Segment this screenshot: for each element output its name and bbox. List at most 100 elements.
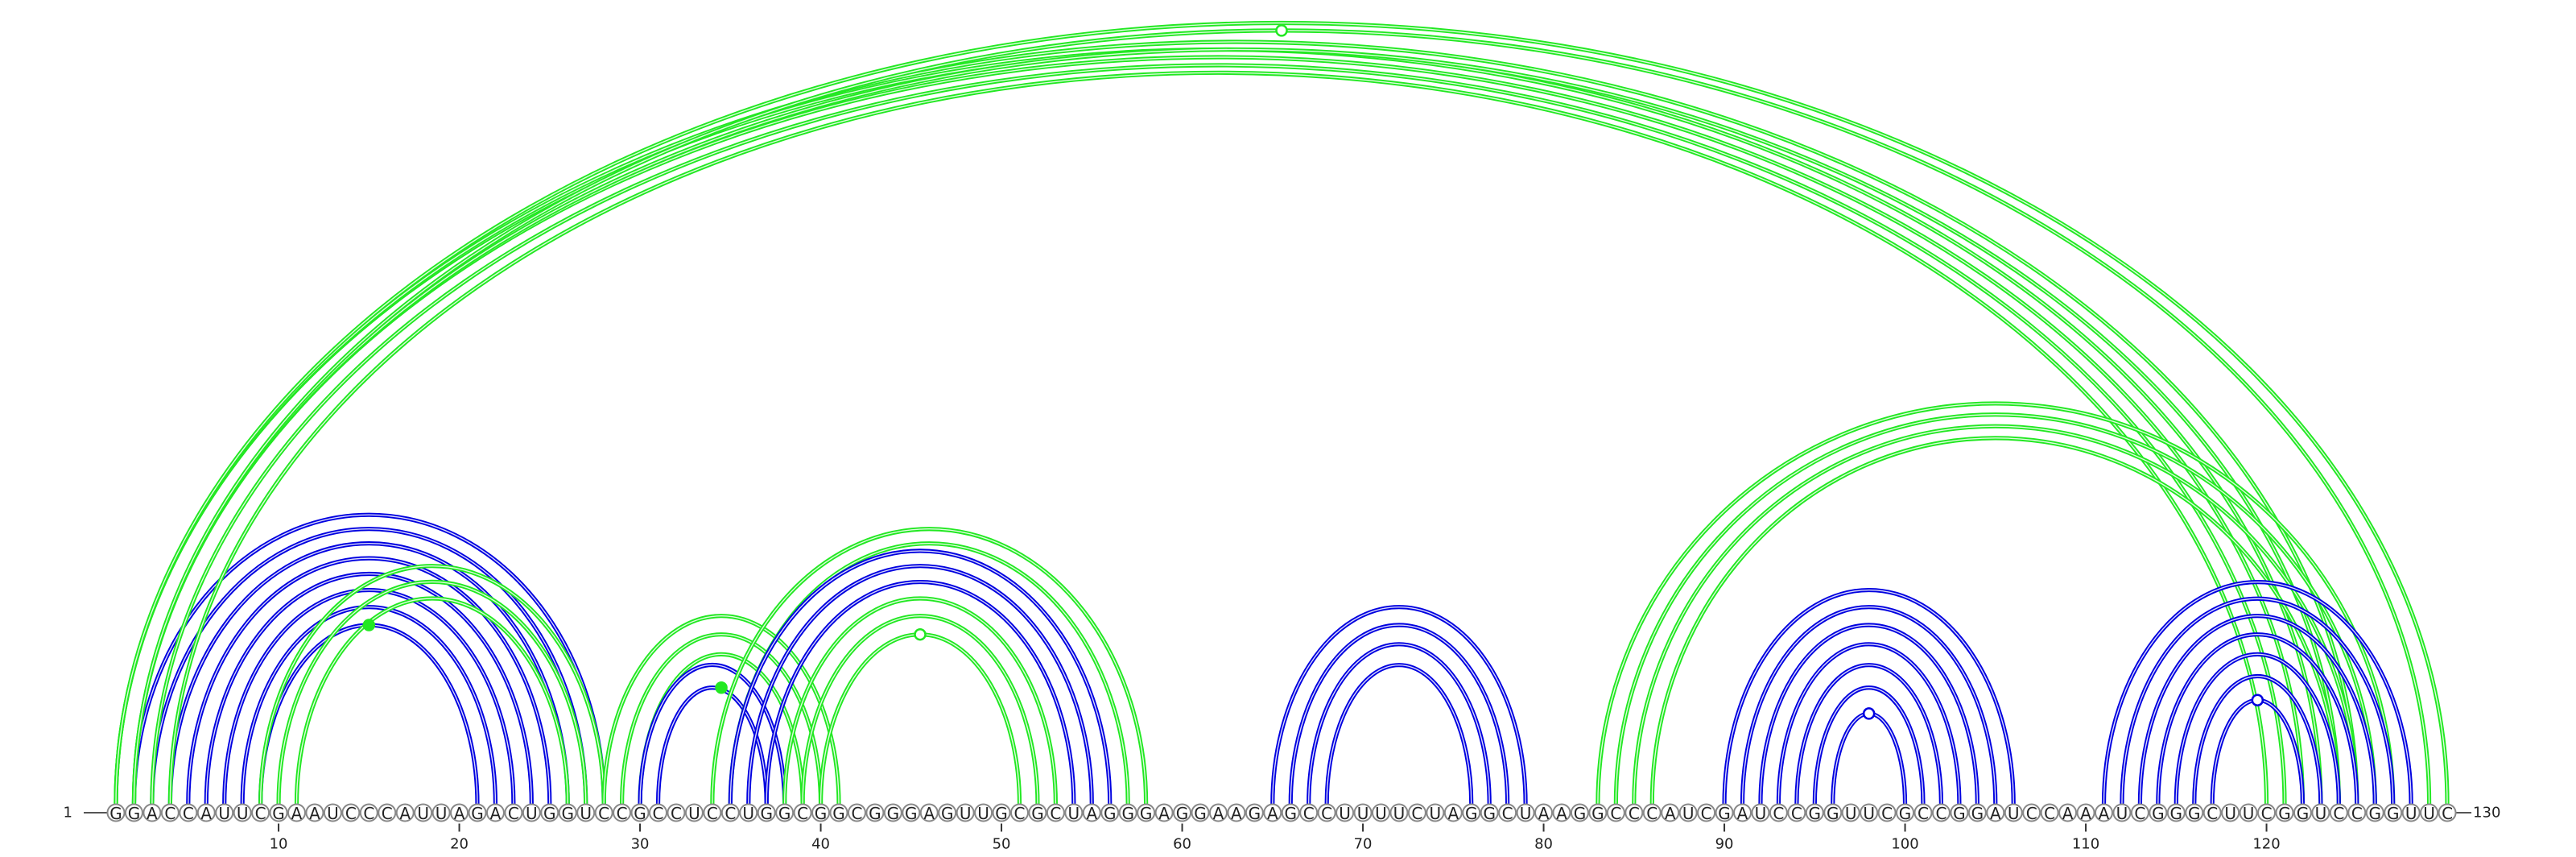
nucleotide-circle-111: [2095, 803, 2113, 822]
nucleotide-37: G: [757, 803, 776, 823]
nucleotide-circle-77: [1480, 803, 1499, 822]
arc-inner-28-41: [603, 615, 840, 805]
nucleotide-circle-21: [468, 803, 487, 822]
nucleotide-letter-116: G: [2188, 804, 2201, 823]
nucleotide-39: C: [793, 803, 812, 823]
nucleotide-circle-20: [450, 803, 469, 822]
nucleotide-letter-24: U: [526, 804, 538, 823]
nucleotide-9: C: [251, 803, 270, 823]
arc-inner-5-25: [188, 557, 551, 805]
nucleotide-letter-31: C: [653, 804, 664, 823]
nucleotide-88: U: [1678, 803, 1698, 823]
arc-inner-29-40: [621, 634, 822, 805]
arc-67-77: [1307, 642, 1492, 805]
nucleotide-letter-115: G: [2170, 804, 2183, 823]
nucleotide-letter-122: G: [2297, 804, 2310, 823]
nucleotide-circle-113: [2130, 803, 2149, 822]
nucleotide-letter-93: C: [1773, 804, 1784, 823]
nucleotide-circle-3: [142, 803, 162, 822]
nucleotide-38: G: [775, 803, 795, 823]
nucleotide-circle-108: [2040, 803, 2059, 822]
nucleotide-letter-33: U: [688, 804, 700, 823]
nucleotide-letter-81: A: [1556, 804, 1567, 823]
nucleotide-letter-45: G: [905, 804, 918, 823]
nucleotide-letter-83: G: [1591, 804, 1604, 823]
nucleotide-40: G: [811, 803, 831, 823]
nucleotide-letter-106: U: [2008, 804, 2020, 823]
nucleotide-letter-13: U: [327, 804, 339, 823]
nucleotide-48: U: [956, 803, 975, 823]
nucleotide-letter-20: A: [454, 804, 465, 823]
nucleotide-circle-83: [1588, 803, 1608, 822]
nucleotide-circle-82: [1570, 803, 1589, 822]
nucleotide-115: G: [2166, 803, 2186, 823]
nucleotide-letter-61: G: [1194, 804, 1207, 823]
nucleotide-letter-32: C: [671, 804, 682, 823]
nucleotide-57: G: [1118, 803, 1137, 823]
nucleotide-107: C: [2022, 803, 2041, 823]
nucleotide-letter-91: A: [1737, 804, 1748, 823]
nucleotide-65: A: [1263, 803, 1282, 823]
nucleotide-circle-115: [2166, 803, 2186, 822]
nucleotide-79: U: [1516, 803, 1535, 823]
nucleotide-circle-49: [974, 803, 993, 822]
nucleotide-letter-46: A: [923, 804, 935, 823]
nucleotide-letter-6: A: [200, 804, 212, 823]
nucleotide-20: A: [450, 803, 469, 823]
arc-90-106: [1722, 587, 2016, 805]
nucleotide-105: A: [1986, 803, 2005, 823]
nucleotide-circle-15: [359, 803, 378, 822]
nucleotide-letter-18: U: [417, 804, 429, 823]
nucleotide-letter-86: C: [1646, 804, 1657, 823]
arc-95-101: [1812, 685, 1926, 805]
arc-inner-2-28: [133, 514, 605, 805]
nucleotide-125: C: [2347, 803, 2367, 823]
nucleotide-4: C: [160, 803, 180, 823]
nucleotide-letter-100: G: [1899, 804, 1912, 823]
arc-inner-9-28: [259, 565, 605, 805]
nucleotide-letter-26: G: [562, 804, 575, 823]
nucleotide-81: A: [1552, 803, 1571, 823]
nucleotide-128: U: [2401, 803, 2421, 823]
nucleotide-75: A: [1443, 803, 1463, 823]
arc-inner-113-126: [2139, 615, 2376, 805]
arc-inner-84-126: [1615, 414, 2376, 805]
nucleotide-89: C: [1697, 803, 1716, 823]
nucleotide-28: C: [594, 803, 613, 823]
nucleotide-letter-99: C: [1881, 804, 1893, 823]
nucleotide-15: C: [359, 803, 378, 823]
nucleotide-letter-123: U: [2315, 804, 2327, 823]
nucleotide-74: U: [1426, 803, 1445, 823]
nucleotide-letter-76: G: [1465, 804, 1478, 823]
nucleotide-91: A: [1733, 803, 1752, 823]
nucleotide-46: A: [919, 803, 939, 823]
nucleotide-23: C: [504, 803, 523, 823]
nucleotide-49: U: [974, 803, 993, 823]
nucleotide-circle-121: [2275, 803, 2294, 822]
nucleotide-76: G: [1462, 803, 1481, 823]
nucleotide-73: C: [1407, 803, 1426, 823]
nucleotide-99: C: [1877, 803, 1897, 823]
nucleotide-circle-102: [1931, 803, 1951, 822]
nucleotide-circle-84: [1606, 803, 1625, 822]
nucleotide-circle-2: [124, 803, 143, 822]
nucleotide-circle-88: [1678, 803, 1698, 822]
nucleotide-circle-6: [196, 803, 216, 822]
arc-inner-94-102: [1796, 664, 1942, 805]
nucleotide-circle-14: [341, 803, 361, 822]
nucleotide-87: A: [1661, 803, 1680, 823]
nucleotide-circle-98: [1860, 803, 1879, 822]
nucleotide-21: G: [468, 803, 487, 823]
nucleotide-circle-17: [395, 803, 415, 822]
nucleotide-letter-25: G: [543, 804, 556, 823]
arc-1-130: [116, 23, 2447, 805]
nucleotide-letter-60: G: [1176, 804, 1189, 823]
nucleotide-109: A: [2058, 803, 2078, 823]
nucleotide-circle-8: [233, 803, 252, 822]
arc-inner-86-124: [1651, 437, 2340, 805]
nucleotide-121: G: [2275, 803, 2294, 823]
nucleotide-circle-33: [684, 803, 704, 822]
arc-inner-116-123: [2194, 675, 2322, 805]
